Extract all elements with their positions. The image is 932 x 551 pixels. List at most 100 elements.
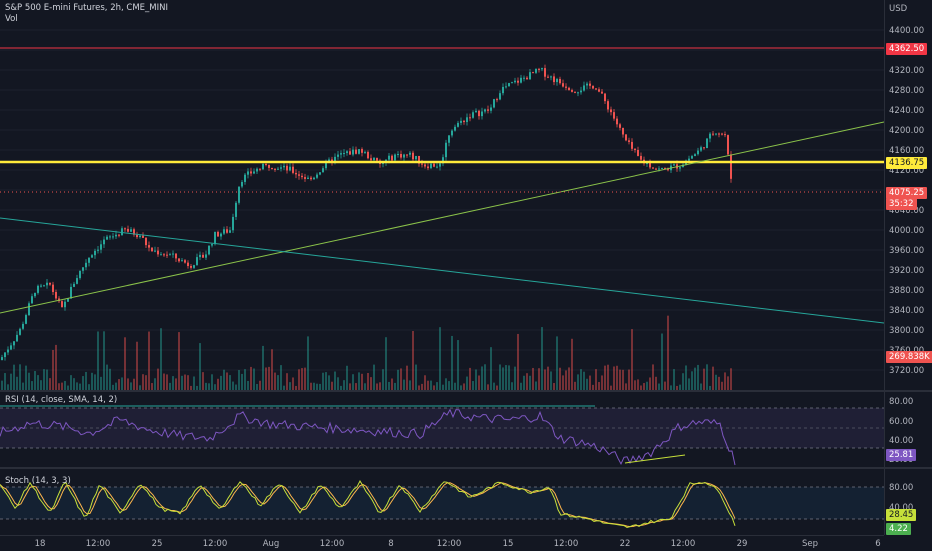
volume-bar [607, 364, 609, 390]
volume-bar [589, 375, 591, 390]
candle-body [79, 270, 81, 279]
candle-body [580, 90, 582, 93]
candle-body [694, 154, 696, 157]
volume-bar [412, 330, 414, 390]
trendline-up[interactable] [0, 121, 884, 314]
volume-bar [28, 372, 30, 390]
volume-bar [43, 369, 45, 390]
volume-bar [433, 385, 435, 390]
volume-bar [292, 377, 294, 390]
candle-body [37, 285, 39, 293]
candle-body [523, 77, 525, 79]
candle-body [229, 230, 231, 233]
candle-body [535, 68, 537, 73]
candle-body [613, 112, 615, 119]
candle-body [61, 301, 63, 308]
volume-bar [52, 349, 54, 390]
pane-separator[interactable] [0, 390, 932, 392]
price-tick: 3960.00 [889, 246, 925, 256]
candle-body [628, 140, 630, 142]
time-axis[interactable]: 18 12:00 25 12:00 Aug 12:00 8 12:00 15 1… [0, 535, 884, 551]
candle-body [157, 250, 159, 255]
volume-bar [175, 378, 177, 390]
candle-body [67, 298, 69, 302]
volume-bar [58, 383, 60, 390]
candle-body [451, 130, 453, 136]
volume-bar [310, 382, 312, 390]
candle-body [220, 233, 222, 237]
volume-bar [139, 385, 141, 390]
volume-bar [136, 341, 138, 390]
volume-bar [586, 378, 588, 390]
volume-bar [151, 383, 153, 390]
candle-body [508, 83, 510, 87]
candle-body [631, 141, 633, 149]
candle-body [166, 254, 168, 256]
volume-bar [334, 371, 336, 390]
countdown-tag: 35:32 [886, 198, 917, 210]
candle-body [553, 76, 555, 83]
volume-bar [10, 373, 12, 390]
volume-bar [625, 383, 627, 390]
candle-body [634, 148, 636, 150]
price-pane[interactable]: S&P 500 E-mini Futures, 2h, CME_MINI Vol [0, 0, 884, 390]
stoch-pane[interactable]: Stoch (14, 3, 3) [0, 470, 884, 535]
candle-body [370, 158, 372, 161]
volume-bar [598, 382, 600, 390]
candle-body [250, 171, 252, 174]
candle-body [658, 168, 660, 170]
candle-body [22, 323, 24, 329]
volume-bar [295, 385, 297, 390]
candle-body [688, 158, 690, 161]
candle-body [259, 168, 261, 170]
candle-body [280, 167, 282, 169]
volume-bar [85, 371, 87, 390]
stoch-tick: 40.00 [889, 503, 914, 513]
time-tick: 8 [388, 539, 394, 549]
candle-body [391, 155, 393, 161]
price-tick: 3880.00 [889, 286, 925, 296]
volume-bar [634, 380, 636, 390]
price-chart[interactable] [0, 0, 884, 390]
candle-body [418, 155, 420, 164]
candle-body [49, 282, 51, 285]
volume-bar [358, 372, 360, 390]
volume-bar [712, 366, 714, 390]
candle-body [433, 163, 435, 167]
candle-body [175, 253, 177, 259]
volume-bar [172, 376, 174, 390]
rsi-chart[interactable] [0, 392, 884, 467]
candle-body [163, 254, 165, 256]
price-tick: 3720.00 [889, 366, 925, 376]
candle-body [208, 245, 210, 255]
volume-bar [730, 368, 732, 390]
volume-bar [121, 377, 123, 390]
stoch-chart[interactable] [0, 470, 884, 535]
volume-bar [649, 377, 651, 390]
candle-body [247, 171, 249, 175]
pane-separator[interactable] [0, 467, 932, 469]
volume-bar [658, 383, 660, 390]
rsi-pane[interactable]: RSI (14, close, SMA, 14, 2) [0, 392, 884, 467]
candle-body [352, 149, 354, 155]
volume-bar [508, 365, 510, 390]
volume-bar [316, 383, 318, 390]
trendline-down[interactable] [0, 217, 884, 324]
candle-body [109, 236, 111, 238]
candle-body [472, 112, 474, 118]
grid [0, 29, 884, 371]
volume-bar [529, 375, 531, 390]
rsi-divergence-line[interactable] [624, 454, 686, 464]
volume-bar [208, 383, 210, 390]
candle-body [88, 257, 90, 263]
candle-body [598, 89, 600, 92]
candle-body [511, 82, 513, 84]
candle-body [76, 278, 78, 284]
volume-bar [307, 336, 309, 390]
candle-body [160, 254, 162, 256]
volume-bar [451, 335, 453, 390]
volume-bar [196, 385, 198, 390]
volume-bar [352, 374, 354, 390]
volume-bar [550, 371, 552, 390]
volume-bar [682, 373, 684, 390]
